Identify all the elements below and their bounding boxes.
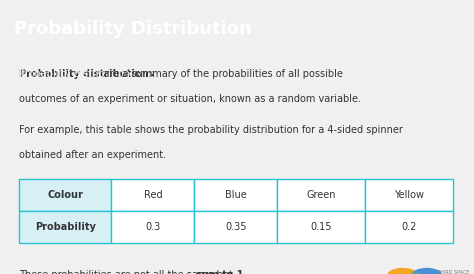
Text: are a summary of the probabilities of all possible: are a summary of the probabilities of al… — [19, 69, 343, 79]
Ellipse shape — [400, 273, 430, 274]
Bar — [194, 179, 277, 211]
Ellipse shape — [387, 268, 418, 274]
Text: sum to 1: sum to 1 — [196, 270, 243, 274]
Bar — [277, 211, 365, 243]
Bar — [111, 211, 194, 243]
Bar — [194, 211, 277, 243]
Text: 0.2: 0.2 — [401, 222, 417, 232]
Text: Colour: Colour — [47, 190, 83, 200]
Bar — [277, 179, 365, 211]
Bar — [365, 211, 453, 243]
Bar — [19, 179, 111, 211]
Text: Probability distributions are a summary of the probabilities of all possible: Probability distributions are a summary … — [19, 69, 378, 79]
Ellipse shape — [412, 268, 442, 274]
Bar — [19, 211, 111, 243]
Text: These probabilities are not all the same but: These probabilities are not all the same… — [19, 270, 236, 274]
Text: Green: Green — [306, 190, 336, 200]
Text: obtained after an experiment.: obtained after an experiment. — [19, 150, 166, 161]
Bar — [365, 179, 453, 211]
Text: For example, this table shows the probability distribution for a 4-sided spinner: For example, this table shows the probab… — [19, 125, 403, 135]
Text: Probability: Probability — [35, 222, 96, 232]
Text: Yellow: Yellow — [394, 190, 424, 200]
Text: .: . — [227, 270, 230, 274]
Text: THIRD SPACE
LEARNING: THIRD SPACE LEARNING — [438, 270, 470, 274]
Text: 0.15: 0.15 — [310, 222, 332, 232]
Bar — [111, 179, 194, 211]
Text: Probability distributions: Probability distributions — [19, 69, 154, 79]
Text: Blue: Blue — [225, 190, 246, 200]
Text: Red: Red — [144, 190, 162, 200]
Text: 0.3: 0.3 — [145, 222, 161, 232]
Text: Probability Distribution: Probability Distribution — [14, 20, 252, 38]
Text: 0.35: 0.35 — [225, 222, 246, 232]
Text: outcomes of an experiment or situation, known as a random variable.: outcomes of an experiment or situation, … — [19, 94, 361, 104]
